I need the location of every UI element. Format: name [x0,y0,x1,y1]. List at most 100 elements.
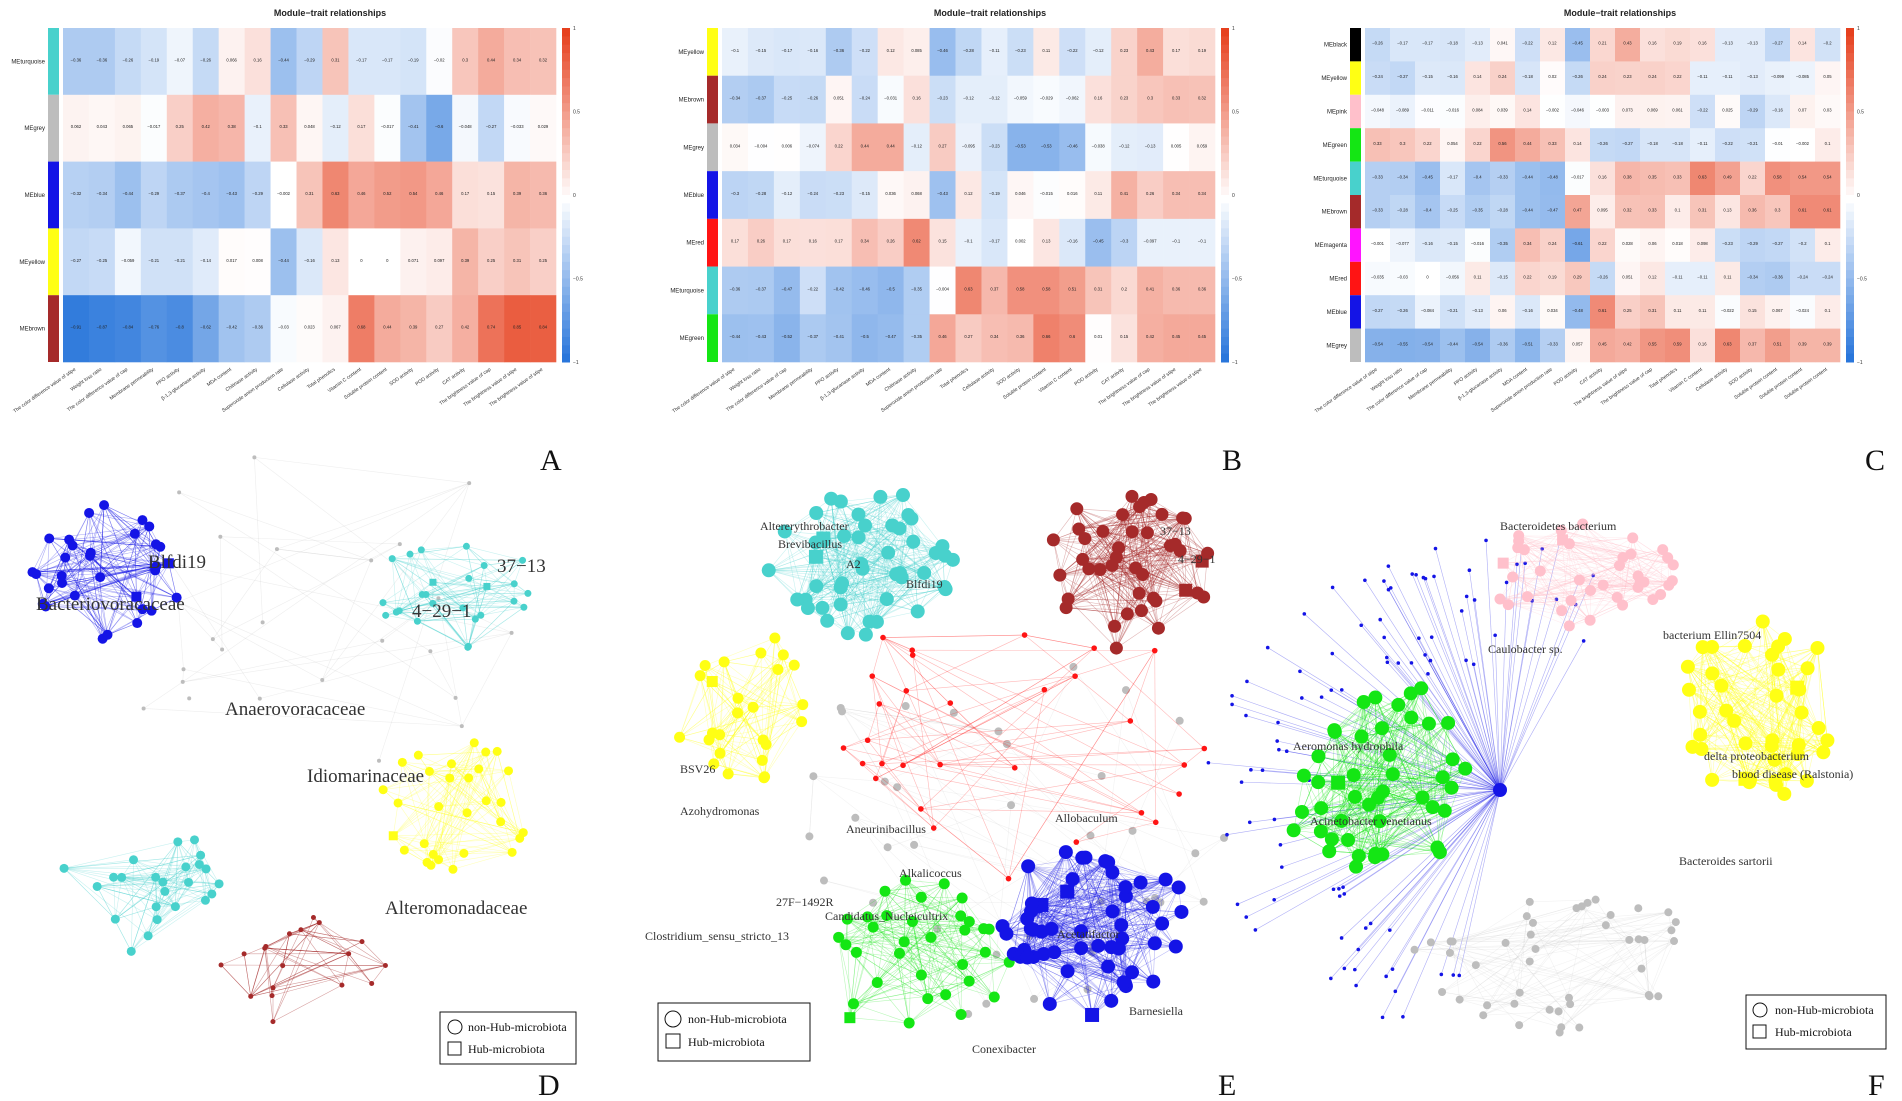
cell-value: −0.36 [97,57,108,62]
network-edge [131,900,206,952]
network-edge [35,539,70,575]
network-node [1625,548,1637,560]
network-node [1521,591,1533,603]
cell-value: −0.056 [1446,275,1460,280]
network-edge [396,593,528,613]
network-edge [1559,939,1645,1033]
network-edge [321,560,372,681]
colorbar-tick: −0.5 [1857,277,1867,283]
network-node [809,579,824,594]
module-label: MEgrey [683,145,704,151]
network-node [797,699,809,711]
network-node [1414,572,1418,577]
network-edge [121,877,149,936]
cell-value: −0.6 [435,124,444,129]
cell-value: −0.46 [937,48,948,53]
cell-value: −0.27 [71,258,82,263]
network-edge [871,676,883,764]
network-node [1446,937,1455,946]
heatmap-cell [374,94,401,162]
network-node [459,604,467,612]
network-edge [147,906,157,936]
heatmap-cell [88,295,116,363]
network-node [117,872,127,882]
cell-value: 0.55 [1648,341,1657,346]
heatmap-cell [1615,128,1641,162]
cell-value: −0.37 [808,334,819,339]
module-color-bar [707,171,718,219]
heatmap-cell [1790,328,1816,363]
network-edge [1024,634,1185,766]
network-node [809,506,824,521]
node-label: Aneurinibacillus [846,822,926,836]
cell-value: −0.12 [911,143,922,148]
network-node [1584,585,1596,597]
heatmap-cell [1085,171,1112,220]
colorbar-step [562,136,570,146]
network-node [910,840,919,849]
network-node [1342,892,1347,896]
network-edge [113,876,206,901]
network-edge [162,864,200,883]
cell-value: −0.43 [937,191,948,196]
heatmap-cell [1415,61,1441,96]
network-node [956,892,968,904]
colorbar-step [562,61,570,71]
heatmap-cell [1111,171,1138,220]
network-edge [422,565,485,595]
cell-value: −0.37 [756,286,767,291]
cell-value: −0.4 [1423,208,1432,213]
colorbar-step [562,353,570,363]
heatmap-cell [877,218,904,267]
colorbar-step [1221,186,1229,196]
network-node [1116,975,1131,990]
network-node [1472,598,1477,602]
network-edge [474,742,520,839]
heatmap-cell [1590,228,1616,263]
network-edge [107,526,150,635]
heatmap-cell [140,228,168,296]
colorbar-tick: 0 [1857,193,1860,199]
network-edge [115,866,186,920]
cell-value: −0.36 [1772,275,1783,280]
heatmap-title-a: Module−trait relationships [274,8,386,18]
network-edge [466,546,515,585]
network-node [1657,544,1669,556]
heatmap-cell [1415,328,1441,363]
colorbar-step [1221,228,1229,238]
network-edge [679,681,713,738]
network-node [815,600,830,615]
network-edge [425,594,515,602]
network-edge [920,647,1095,810]
colorbar-step [1221,253,1229,263]
cell-value: −0.25 [782,96,793,101]
colorbar-step [1221,36,1229,46]
cell-value: −0.017 [1571,174,1585,179]
heatmap-cell [348,28,375,96]
cell-value: 0 [360,258,363,263]
heatmap-cell [1465,295,1491,329]
heatmap-cell [244,161,271,229]
cell-value: −0.097 [1144,239,1158,244]
network-edge [61,533,136,584]
network-edge [421,546,467,551]
heatmap-cell [981,123,1008,172]
network-edge [417,620,468,648]
cell-value: −0.22 [1067,48,1078,53]
colorbar-step [1221,144,1229,154]
heatmap-cell [1189,28,1216,77]
network-node [903,1017,915,1029]
network-node [796,716,808,728]
cell-value: 0.66 [1042,334,1051,339]
cell-value: 0.49 [1723,174,1732,179]
network-edge [393,835,513,853]
network-edge [63,868,116,920]
cell-value: −0.022 [1721,308,1735,313]
network-edge [212,548,278,640]
heatmap-cell [452,228,479,296]
network-node [714,729,726,741]
network-edge [432,582,464,609]
heatmap-cell [1565,328,1591,363]
network-edge [438,770,509,860]
colorbar-step [1221,203,1229,213]
